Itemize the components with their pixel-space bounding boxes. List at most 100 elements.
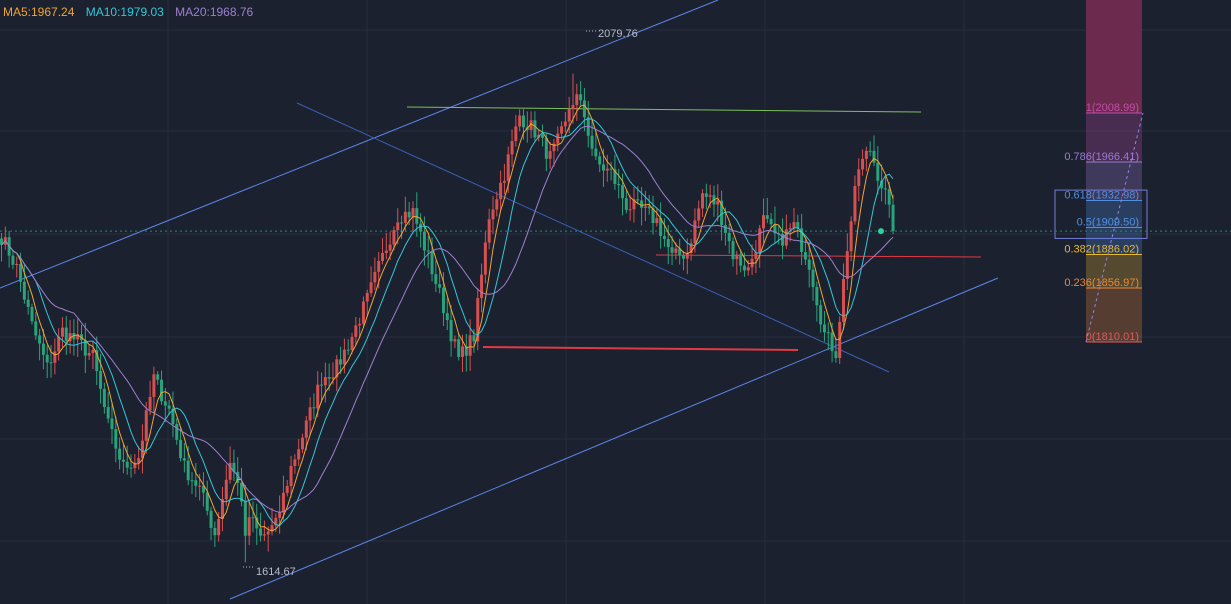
candle-body bbox=[457, 339, 461, 357]
candle-body bbox=[613, 169, 617, 184]
candles-layer bbox=[0, 73, 895, 563]
candle-body bbox=[739, 254, 743, 266]
candle-body bbox=[365, 292, 369, 302]
ma-lines-layer bbox=[1, 104, 894, 532]
candle-body bbox=[354, 325, 358, 337]
candle-body bbox=[209, 510, 213, 528]
candle-body bbox=[628, 209, 632, 211]
candle-body bbox=[571, 105, 575, 110]
candle-body bbox=[312, 407, 316, 409]
candle-body bbox=[392, 230, 396, 245]
candle-body bbox=[262, 534, 266, 536]
candle-body bbox=[72, 333, 76, 340]
candle-body bbox=[438, 284, 442, 288]
candle-body bbox=[674, 248, 678, 253]
candle-body bbox=[754, 252, 758, 259]
candle-body bbox=[236, 471, 240, 483]
candle-body bbox=[297, 449, 301, 460]
fibonacci-panel: 1(2008.99) 0.786(1966.41) 0.618(1932.98) 0.… bbox=[1054, 0, 1148, 343]
candle-body bbox=[102, 388, 106, 408]
channel-upper-line bbox=[0, 0, 719, 289]
candle-body bbox=[247, 517, 251, 536]
candle-body bbox=[304, 420, 308, 438]
candle-body bbox=[803, 252, 807, 260]
candle-body bbox=[518, 115, 522, 127]
candle-body bbox=[335, 359, 339, 378]
candle-body bbox=[289, 465, 293, 487]
candle-body bbox=[640, 200, 644, 208]
candle-body bbox=[163, 401, 167, 406]
candle-body bbox=[758, 228, 762, 253]
candle-body bbox=[342, 349, 346, 365]
fib-zone bbox=[1086, 162, 1142, 201]
candle-body bbox=[830, 332, 834, 352]
candle-body bbox=[358, 323, 362, 326]
candle-body bbox=[864, 150, 868, 159]
candle-body bbox=[278, 512, 282, 518]
candle-body bbox=[723, 225, 727, 233]
fib-level-label: 0(1810.01) bbox=[1086, 331, 1139, 343]
candle-body bbox=[220, 499, 224, 519]
candle-body bbox=[521, 115, 525, 128]
candle-body bbox=[445, 313, 449, 321]
candle-body bbox=[807, 259, 811, 270]
candle-body bbox=[544, 137, 548, 159]
candle-body bbox=[880, 180, 884, 189]
candle-body bbox=[99, 371, 103, 389]
candle-body bbox=[285, 486, 289, 493]
candle-body bbox=[308, 407, 312, 421]
candle-body bbox=[266, 531, 270, 535]
ma20-label: MA20:1968.76 bbox=[175, 5, 254, 19]
candle-body bbox=[411, 208, 415, 218]
candle-body bbox=[38, 335, 42, 344]
candle-body bbox=[811, 269, 815, 288]
candle-body bbox=[624, 198, 628, 210]
fib-zone bbox=[1086, 200, 1142, 228]
candle-body bbox=[45, 354, 49, 363]
candle-body bbox=[346, 349, 350, 351]
channel-lower-line bbox=[229, 277, 999, 600]
fib-level-label: 0.618(1932.98) bbox=[1064, 189, 1139, 201]
candle-body bbox=[430, 250, 434, 275]
low-label: 1614.67 bbox=[256, 566, 296, 578]
candle-body bbox=[781, 233, 785, 246]
candle-body bbox=[396, 222, 400, 231]
candle-body bbox=[861, 158, 865, 170]
candle-body bbox=[232, 462, 236, 472]
last-price-dot bbox=[878, 228, 884, 235]
candle-body bbox=[293, 459, 297, 466]
candle-body bbox=[563, 121, 567, 127]
candle-body bbox=[453, 339, 457, 342]
candle-body bbox=[53, 351, 57, 363]
candle-body bbox=[514, 126, 518, 142]
candle-body bbox=[659, 218, 663, 236]
candle-body bbox=[689, 243, 693, 254]
candle-body bbox=[582, 100, 586, 118]
candle-body bbox=[541, 134, 545, 138]
candle-body bbox=[701, 193, 705, 209]
candle-body bbox=[133, 462, 137, 469]
candle-body bbox=[590, 135, 594, 149]
candle-body bbox=[259, 528, 263, 536]
candle-body bbox=[636, 199, 640, 201]
candle-body bbox=[727, 232, 731, 242]
candle-body bbox=[662, 235, 666, 240]
candle-body bbox=[320, 384, 324, 386]
candle-body bbox=[361, 301, 365, 324]
support-line-lower bbox=[482, 346, 799, 351]
annotations-layer: 2079.76 1614.67 bbox=[256, 28, 638, 578]
candle-body bbox=[186, 460, 190, 481]
candle-body bbox=[678, 248, 682, 256]
candle-body bbox=[270, 525, 274, 532]
resistance-line bbox=[406, 106, 922, 113]
candle-body bbox=[472, 335, 476, 342]
candle-body bbox=[339, 359, 343, 365]
fib-zone bbox=[1086, 254, 1142, 288]
candle-body bbox=[670, 247, 674, 253]
candle-body bbox=[95, 350, 99, 372]
candle-body bbox=[708, 195, 712, 197]
candle-body bbox=[182, 458, 186, 461]
